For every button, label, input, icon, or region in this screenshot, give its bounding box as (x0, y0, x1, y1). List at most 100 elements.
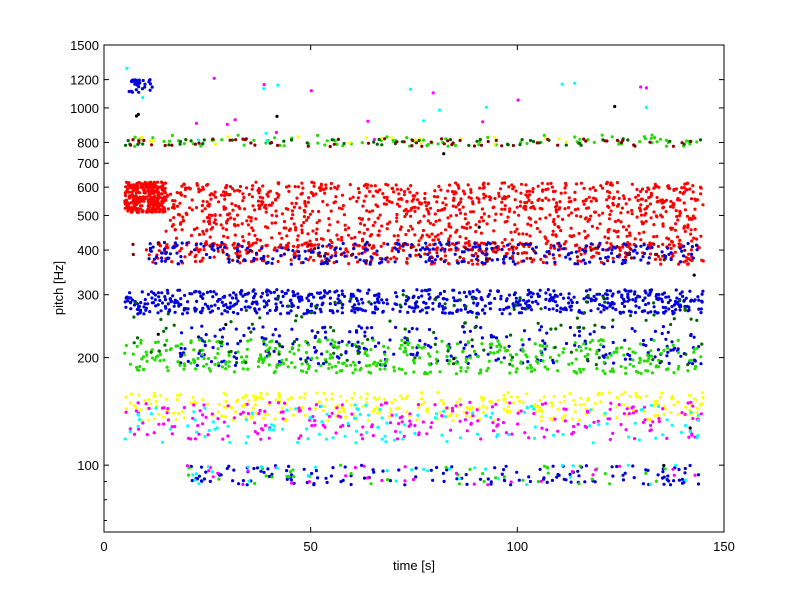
data-point (456, 261, 460, 265)
data-point (144, 402, 148, 406)
data-points (123, 66, 705, 487)
data-point (368, 234, 372, 238)
data-point (286, 207, 290, 211)
data-point (477, 225, 481, 229)
data-point (446, 139, 450, 143)
data-point (327, 414, 332, 419)
data-point (463, 192, 467, 196)
data-point (157, 422, 161, 426)
data-point (675, 198, 680, 202)
data-point (368, 210, 372, 214)
data-point (157, 295, 161, 299)
data-point (433, 258, 437, 262)
data-point (367, 370, 371, 374)
data-point (243, 292, 247, 297)
data-point (458, 298, 462, 302)
data-point (644, 211, 648, 215)
data-point (123, 206, 127, 210)
data-point (700, 258, 704, 262)
data-point (657, 292, 661, 297)
data-point (504, 299, 509, 303)
data-point (159, 309, 163, 313)
data-point (268, 308, 272, 313)
data-point (188, 252, 192, 256)
data-point (205, 216, 209, 220)
data-point (537, 409, 542, 413)
data-point (200, 203, 204, 208)
data-point (365, 392, 369, 396)
data-point (161, 210, 165, 214)
data-point (222, 190, 226, 194)
data-point (690, 217, 694, 221)
data-point (462, 226, 466, 230)
data-point (635, 251, 639, 255)
data-point (130, 190, 134, 194)
data-point (131, 242, 135, 246)
data-point (551, 233, 555, 237)
data-point (597, 213, 601, 217)
data-point (551, 189, 556, 194)
data-point (652, 404, 656, 408)
data-point (196, 424, 200, 428)
data-point (201, 185, 205, 189)
data-point (241, 192, 245, 196)
data-point (674, 222, 678, 226)
data-point (593, 480, 597, 484)
data-point (343, 434, 347, 438)
data-point (652, 223, 656, 227)
data-point (462, 330, 466, 334)
data-point (573, 208, 578, 212)
data-point (539, 479, 543, 483)
data-point (437, 218, 441, 222)
data-point (454, 246, 458, 250)
data-point (353, 416, 357, 420)
data-point (582, 258, 586, 262)
data-point (246, 250, 251, 254)
data-point (308, 212, 312, 216)
data-point (137, 427, 141, 431)
data-point (275, 365, 279, 369)
data-point (658, 395, 663, 399)
data-point (280, 345, 285, 349)
data-point (423, 288, 427, 292)
data-point (677, 262, 681, 266)
data-point (247, 192, 251, 197)
data-point (128, 427, 132, 431)
data-point (126, 299, 130, 303)
data-point (330, 397, 334, 401)
data-point (487, 359, 491, 363)
data-point (251, 394, 256, 398)
data-point (449, 428, 453, 432)
data-point (190, 198, 194, 202)
data-point (478, 247, 482, 251)
data-point (380, 298, 384, 302)
data-point (362, 464, 366, 468)
data-point (458, 138, 462, 143)
data-point (523, 431, 527, 435)
data-point (213, 427, 217, 431)
data-point (302, 312, 306, 316)
data-point (682, 226, 686, 230)
data-point (486, 135, 490, 139)
data-point (551, 464, 555, 468)
data-point (443, 306, 447, 310)
data-point (549, 181, 553, 185)
data-point (487, 214, 491, 218)
data-point (297, 436, 301, 440)
data-point (548, 299, 552, 303)
data-point (676, 400, 680, 404)
data-point (451, 198, 456, 202)
data-point (350, 236, 354, 240)
data-point (672, 317, 676, 321)
data-point (371, 209, 375, 213)
data-point (440, 137, 444, 141)
data-point (485, 369, 489, 373)
data-point (598, 303, 602, 307)
data-point (262, 83, 266, 87)
data-point (557, 137, 561, 141)
data-point (454, 205, 458, 209)
data-point (680, 186, 684, 190)
data-point (646, 243, 650, 247)
data-point (372, 396, 376, 400)
data-point (373, 311, 377, 315)
